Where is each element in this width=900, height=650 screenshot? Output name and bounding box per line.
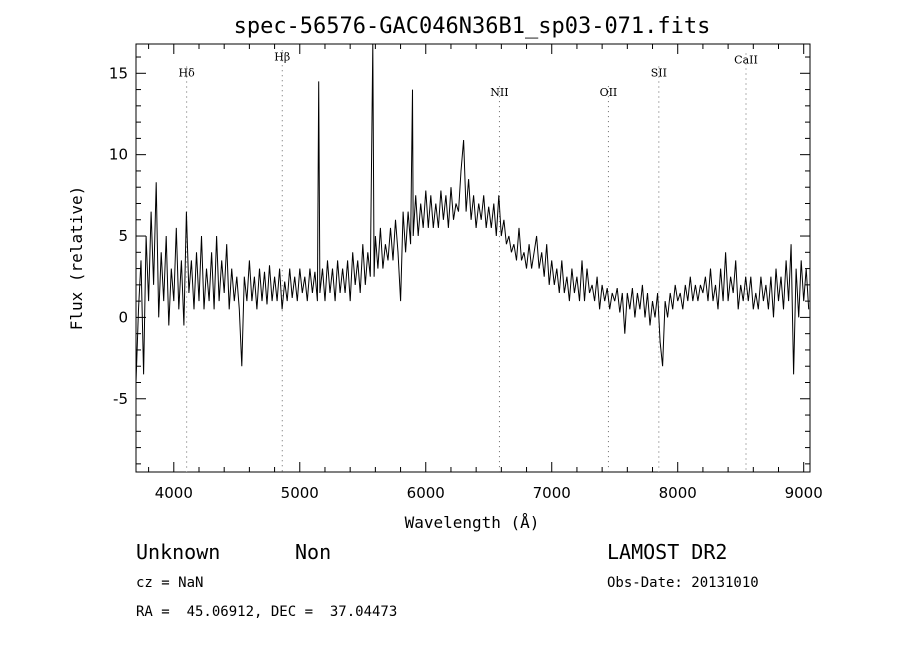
flux-series: [135, 43, 810, 383]
x-tick-label: 8000: [659, 484, 697, 502]
y-tick-label: 5: [118, 227, 128, 245]
y-tick-label: 0: [118, 308, 128, 326]
object-subclass: Non: [295, 540, 332, 564]
spectral-line-label: OII: [600, 86, 618, 99]
spectral-line-label: SII: [651, 67, 667, 80]
y-axis-label: Flux (relative): [67, 186, 86, 331]
x-tick-label: 5000: [281, 484, 319, 502]
y-tick-label: 10: [109, 146, 128, 164]
x-tick-label: 6000: [407, 484, 445, 502]
spectral-line-label: NII: [490, 86, 508, 99]
axis-tick-labels: 4000 5000 6000 7000 8000 9000 -5 0 5 10 15: [109, 64, 823, 502]
chart-title: spec-56576-GAC046N36B1_sp03-071.fits: [234, 14, 711, 39]
spectral-line-label: Hδ: [179, 67, 196, 80]
x-tick-label: 4000: [155, 484, 193, 502]
coordinates: RA = 45.06912, DEC = 37.04473: [136, 604, 398, 620]
x-tick-label: 9000: [785, 484, 823, 502]
spectrum-chart: spec-56576-GAC046N36B1_sp03-071.fits 400…: [67, 14, 823, 532]
survey-name: LAMOST DR2: [607, 540, 728, 564]
spectral-line-label: CaII: [734, 54, 758, 67]
obs-date: Obs-Date: 20131010: [607, 575, 759, 591]
x-axis-label: Wavelength (Å): [405, 513, 540, 532]
plot-frame: [135, 43, 811, 473]
spectral-line-markers: Hδ Hβ NII OII SII CaII: [179, 50, 758, 472]
object-class: Unknown: [136, 540, 221, 564]
x-tick-label: 7000: [533, 484, 571, 502]
axis-ticks: [136, 44, 810, 472]
plot-border: [135, 43, 811, 473]
flux-line: [135, 43, 810, 383]
spectral-line-label: Hβ: [274, 50, 290, 63]
y-tick-label: -5: [113, 390, 128, 408]
y-tick-label: 15: [109, 64, 128, 82]
redshift-readout: cz = NaN: [136, 575, 204, 591]
